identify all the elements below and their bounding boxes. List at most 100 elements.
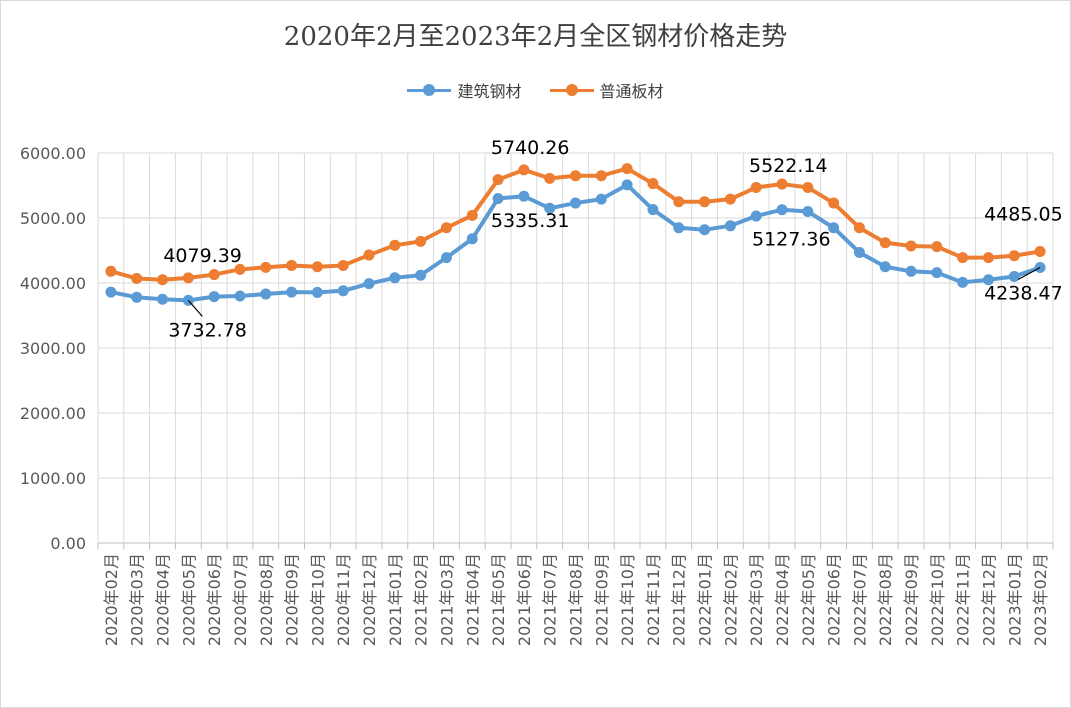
data-point xyxy=(363,249,375,261)
data-point xyxy=(621,179,633,191)
x-tick-label: 2021年07月 xyxy=(541,553,560,646)
data-point xyxy=(982,274,994,286)
data-label: 5335.31 xyxy=(491,210,570,232)
data-point xyxy=(570,170,581,182)
data-point xyxy=(776,178,788,190)
data-point xyxy=(105,286,117,298)
legend-item-series-0: 建筑钢材 xyxy=(407,78,522,102)
data-point xyxy=(931,241,943,253)
y-tick-label: 0.00 xyxy=(50,534,86,553)
x-tick-label: 2021年01月 xyxy=(386,553,405,646)
data-label: 5740.26 xyxy=(491,137,570,159)
data-point xyxy=(389,272,401,284)
data-point xyxy=(157,293,169,305)
data-point xyxy=(415,269,427,281)
x-tick-label: 2022年11月 xyxy=(954,553,973,646)
data-point xyxy=(234,290,246,302)
x-tick-label: 2021年06月 xyxy=(515,553,534,646)
x-tick-label: 2022年04月 xyxy=(773,553,792,646)
data-point xyxy=(492,174,504,186)
data-point xyxy=(828,222,840,234)
x-tick-label: 2022年12月 xyxy=(979,553,998,646)
x-tick-label: 2023年01月 xyxy=(1005,553,1024,646)
x-tick-label: 2020年02月 xyxy=(102,553,121,646)
x-tick-label: 2020年07月 xyxy=(231,553,250,646)
data-point xyxy=(286,286,298,298)
data-point xyxy=(673,196,685,208)
data-point xyxy=(957,252,969,264)
data-point xyxy=(724,220,736,232)
data-point xyxy=(389,239,401,251)
data-point xyxy=(621,163,633,175)
x-tick-label: 2020年09月 xyxy=(283,553,302,646)
data-point xyxy=(105,265,117,277)
data-point xyxy=(208,291,220,303)
x-tick-label: 2020年03月 xyxy=(128,553,147,646)
data-label-leader xyxy=(187,299,203,317)
y-tick-label: 2000.00 xyxy=(20,404,86,423)
x-tick-label: 2020年12月 xyxy=(360,553,379,646)
data-point xyxy=(518,164,530,176)
legend: 建筑钢材 普通板材 xyxy=(0,78,1071,102)
data-point xyxy=(879,261,891,273)
legend-item-series-1: 普通板材 xyxy=(549,78,664,102)
data-point xyxy=(544,202,556,214)
x-tick-label: 2020年11月 xyxy=(334,553,353,646)
x-tick-label: 2021年08月 xyxy=(567,553,586,646)
y-tick-label: 4000.00 xyxy=(20,274,86,293)
data-point xyxy=(673,222,685,234)
data-point xyxy=(853,246,865,258)
data-point xyxy=(853,222,865,234)
data-point xyxy=(802,181,814,193)
data-point xyxy=(905,240,917,252)
x-tick-label: 2021年02月 xyxy=(412,553,431,646)
data-point xyxy=(595,170,607,182)
data-point xyxy=(311,286,323,298)
data-point xyxy=(440,222,452,234)
data-label: 3732.78 xyxy=(168,319,247,341)
x-tick-label: 2020年10月 xyxy=(308,553,327,646)
x-tick-label: 2021年11月 xyxy=(644,553,663,646)
data-point xyxy=(1008,271,1020,282)
data-point xyxy=(234,263,246,275)
data-point xyxy=(260,261,272,273)
legend-label-series-0: 建筑钢材 xyxy=(457,82,522,101)
x-tick-label: 2021年09月 xyxy=(592,553,611,646)
data-point xyxy=(699,196,711,208)
data-label: 5522.14 xyxy=(749,155,828,177)
data-point xyxy=(182,272,194,284)
data-point xyxy=(157,274,169,286)
data-point xyxy=(1034,245,1046,257)
legend-swatch-series-1 xyxy=(549,83,594,97)
data-point xyxy=(595,193,607,205)
series-line-1 xyxy=(108,166,1043,282)
data-point xyxy=(776,204,788,216)
y-tick-label: 6000.00 xyxy=(20,144,86,163)
data-point xyxy=(415,235,427,247)
x-tick-label: 2020年05月 xyxy=(179,553,198,646)
data-point xyxy=(311,261,323,273)
data-point xyxy=(647,178,659,190)
data-point xyxy=(492,193,504,204)
data-point xyxy=(699,224,711,236)
x-tick-label: 2020年08月 xyxy=(257,553,276,646)
data-point xyxy=(724,193,736,205)
x-tick-label: 2021年10月 xyxy=(618,553,637,646)
x-tick-label: 2021年05月 xyxy=(489,553,508,646)
x-tick-label: 2023年02月 xyxy=(1031,553,1050,646)
data-point xyxy=(982,252,994,264)
data-point xyxy=(260,288,272,300)
x-tick-label: 2022年06月 xyxy=(825,553,844,646)
data-point xyxy=(208,269,220,281)
legend-swatch-series-0 xyxy=(407,83,452,97)
data-point xyxy=(337,259,349,271)
x-tick-label: 2022年10月 xyxy=(928,553,947,646)
x-tick-label: 2020年06月 xyxy=(205,553,224,646)
y-tick-label: 3000.00 xyxy=(20,339,86,358)
x-tick-label: 2021年12月 xyxy=(670,553,689,646)
data-point xyxy=(440,252,452,264)
y-tick-label: 1000.00 xyxy=(20,469,86,488)
data-point xyxy=(750,210,762,222)
